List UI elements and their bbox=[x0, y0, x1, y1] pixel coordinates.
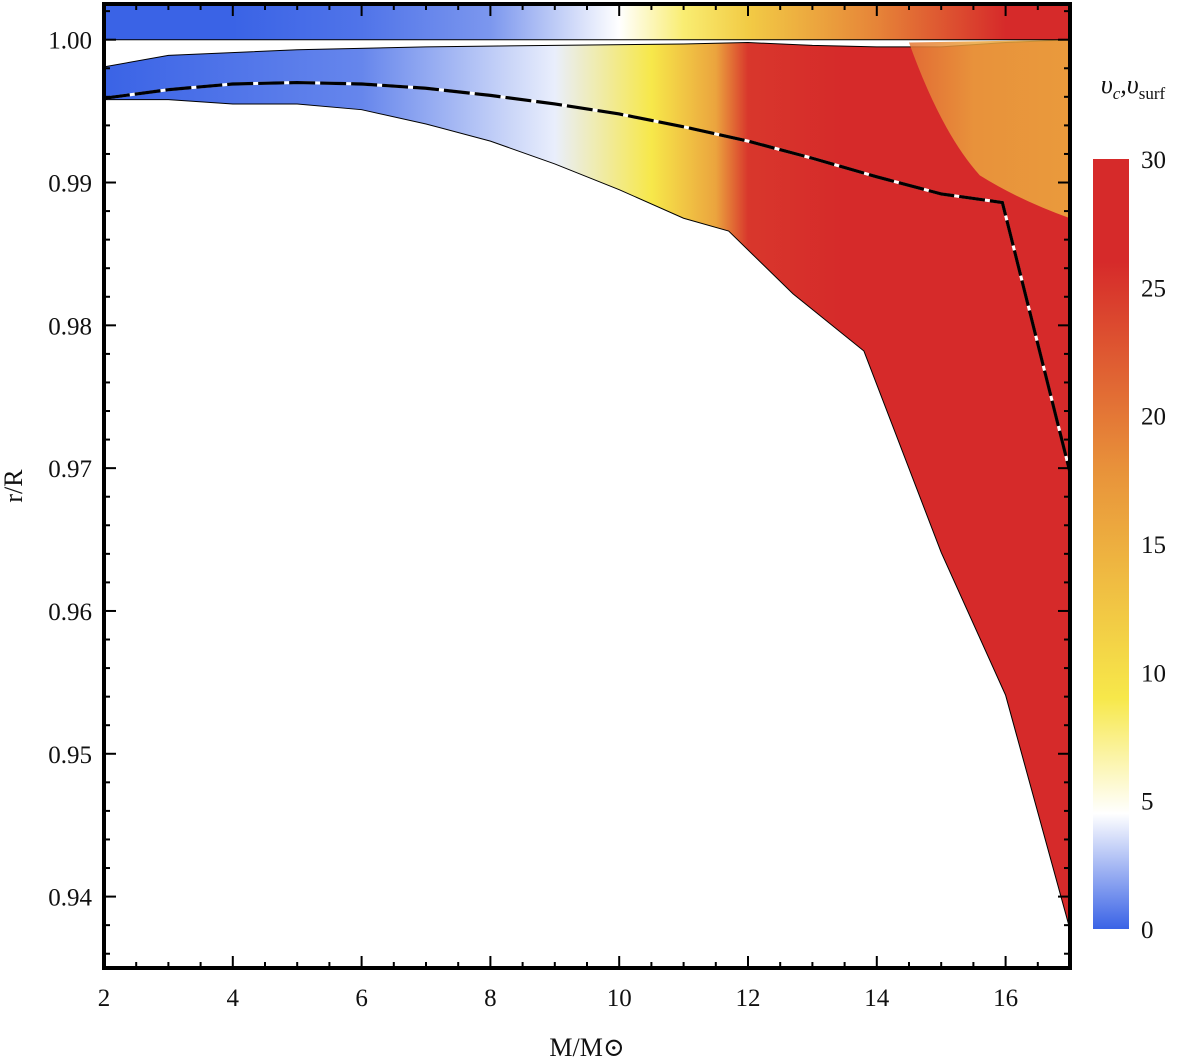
dashed-line bbox=[104, 80, 1070, 473]
y-tick-label: 0.97 bbox=[48, 456, 92, 483]
colorbar-tick-label: 15 bbox=[1141, 532, 1166, 559]
y-tick-label: 1.00 bbox=[48, 28, 92, 55]
y-tick-label: 0.99 bbox=[48, 171, 92, 198]
convective-region bbox=[104, 39, 1070, 930]
colorbar-title-sep: ,υ bbox=[1120, 70, 1139, 99]
y-tick-label: 0.96 bbox=[48, 599, 92, 626]
x-tick-label: 8 bbox=[484, 985, 497, 1012]
colorbar bbox=[1093, 159, 1129, 929]
convective-region-upper-right bbox=[909, 39, 1070, 219]
x-tick-label: 12 bbox=[736, 985, 761, 1012]
colorbar-title-sub2: surf bbox=[1139, 84, 1166, 103]
x-tick-label: 6 bbox=[355, 985, 368, 1012]
colorbar-title-sub1: c bbox=[1113, 84, 1121, 103]
x-tick-label: 10 bbox=[607, 985, 632, 1012]
colorbar-tick-label: 20 bbox=[1141, 404, 1166, 431]
y-tick-label: 0.95 bbox=[48, 742, 92, 769]
y-tick-label: 0.94 bbox=[48, 885, 92, 912]
x-tick-label: 2 bbox=[98, 985, 111, 1012]
x-tick-label: 16 bbox=[993, 985, 1018, 1012]
colorbar-tick-label: 25 bbox=[1141, 275, 1166, 302]
colorbar-title: υc,υsurf bbox=[1101, 70, 1166, 103]
colorbar-ticks: 0 5 10 15 20 25 30 bbox=[1141, 147, 1166, 944]
colorbar-tick-label: 30 bbox=[1141, 147, 1166, 174]
y-tick-label: 0.98 bbox=[48, 313, 92, 340]
colorbar-title-main: υ bbox=[1101, 70, 1113, 99]
y-axis-ticks: 0.94 0.95 0.96 0.97 0.98 0.99 1.00 bbox=[48, 10, 1070, 955]
colorbar-tick-label: 5 bbox=[1141, 789, 1154, 816]
x-axis-ticks: 2 4 6 8 10 12 14 16 bbox=[98, 4, 1071, 1012]
x-axis-label: M/M⊙ bbox=[549, 1033, 624, 1062]
x-tick-label: 14 bbox=[864, 985, 890, 1012]
colorbar-tick-label: 0 bbox=[1141, 917, 1154, 944]
y-axis-label: r/R bbox=[0, 469, 28, 503]
x-tick-label: 4 bbox=[227, 985, 240, 1012]
colorbar-tick-label: 10 bbox=[1141, 660, 1166, 687]
